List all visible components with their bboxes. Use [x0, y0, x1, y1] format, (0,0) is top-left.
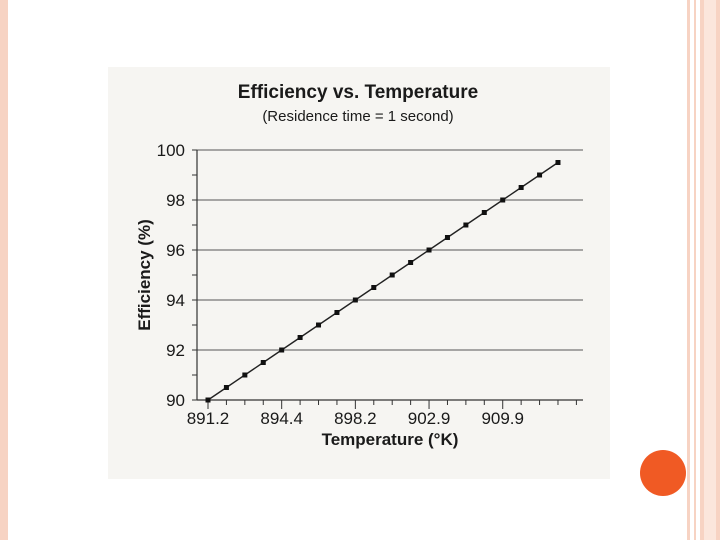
chart-subtitle: (Residence time = 1 second)	[262, 108, 453, 125]
right-border-stripe	[687, 0, 690, 540]
data-point	[371, 285, 377, 290]
y-tick-label: 98	[166, 191, 185, 210]
data-point	[500, 197, 506, 203]
right-border-stripe	[704, 0, 716, 540]
y-axis-label: Efficiency (%)	[135, 219, 154, 330]
y-tick-label: 92	[166, 341, 185, 360]
x-tick-label: 902.9	[408, 409, 451, 428]
data-point	[555, 160, 561, 165]
data-point	[334, 310, 340, 315]
data-point	[408, 260, 414, 265]
data-point	[481, 210, 487, 215]
data-point	[426, 247, 432, 253]
data-point	[518, 185, 524, 190]
data-point	[352, 297, 358, 303]
y-tick-label: 96	[166, 241, 185, 260]
x-tick-label: 909.9	[481, 409, 524, 428]
orange-circle-decoration	[640, 450, 686, 496]
right-border-stripe	[694, 0, 696, 540]
x-tick-label: 894.4	[260, 409, 303, 428]
data-point	[297, 335, 303, 340]
x-tick-label: 898.2	[334, 409, 377, 428]
data-point	[316, 322, 322, 328]
series-line	[207, 161, 559, 401]
chart-image	[108, 67, 610, 479]
x-tick-label: 891.2	[187, 409, 230, 428]
data-point	[223, 385, 229, 390]
y-tick-label: 94	[166, 291, 185, 310]
y-tick-label: 90	[166, 391, 185, 410]
data-point	[537, 172, 543, 178]
data-point	[444, 235, 450, 240]
data-point	[279, 347, 285, 353]
chart-title: Efficiency vs. Temperature	[238, 82, 478, 103]
data-point	[389, 272, 395, 278]
left-border-stripe	[0, 0, 8, 540]
data-point	[242, 372, 248, 378]
data-point	[463, 222, 469, 228]
x-axis-label: Temperature (°K)	[322, 430, 459, 449]
data-point	[260, 360, 266, 365]
data-point	[205, 397, 211, 403]
y-tick-label: 100	[157, 141, 185, 160]
